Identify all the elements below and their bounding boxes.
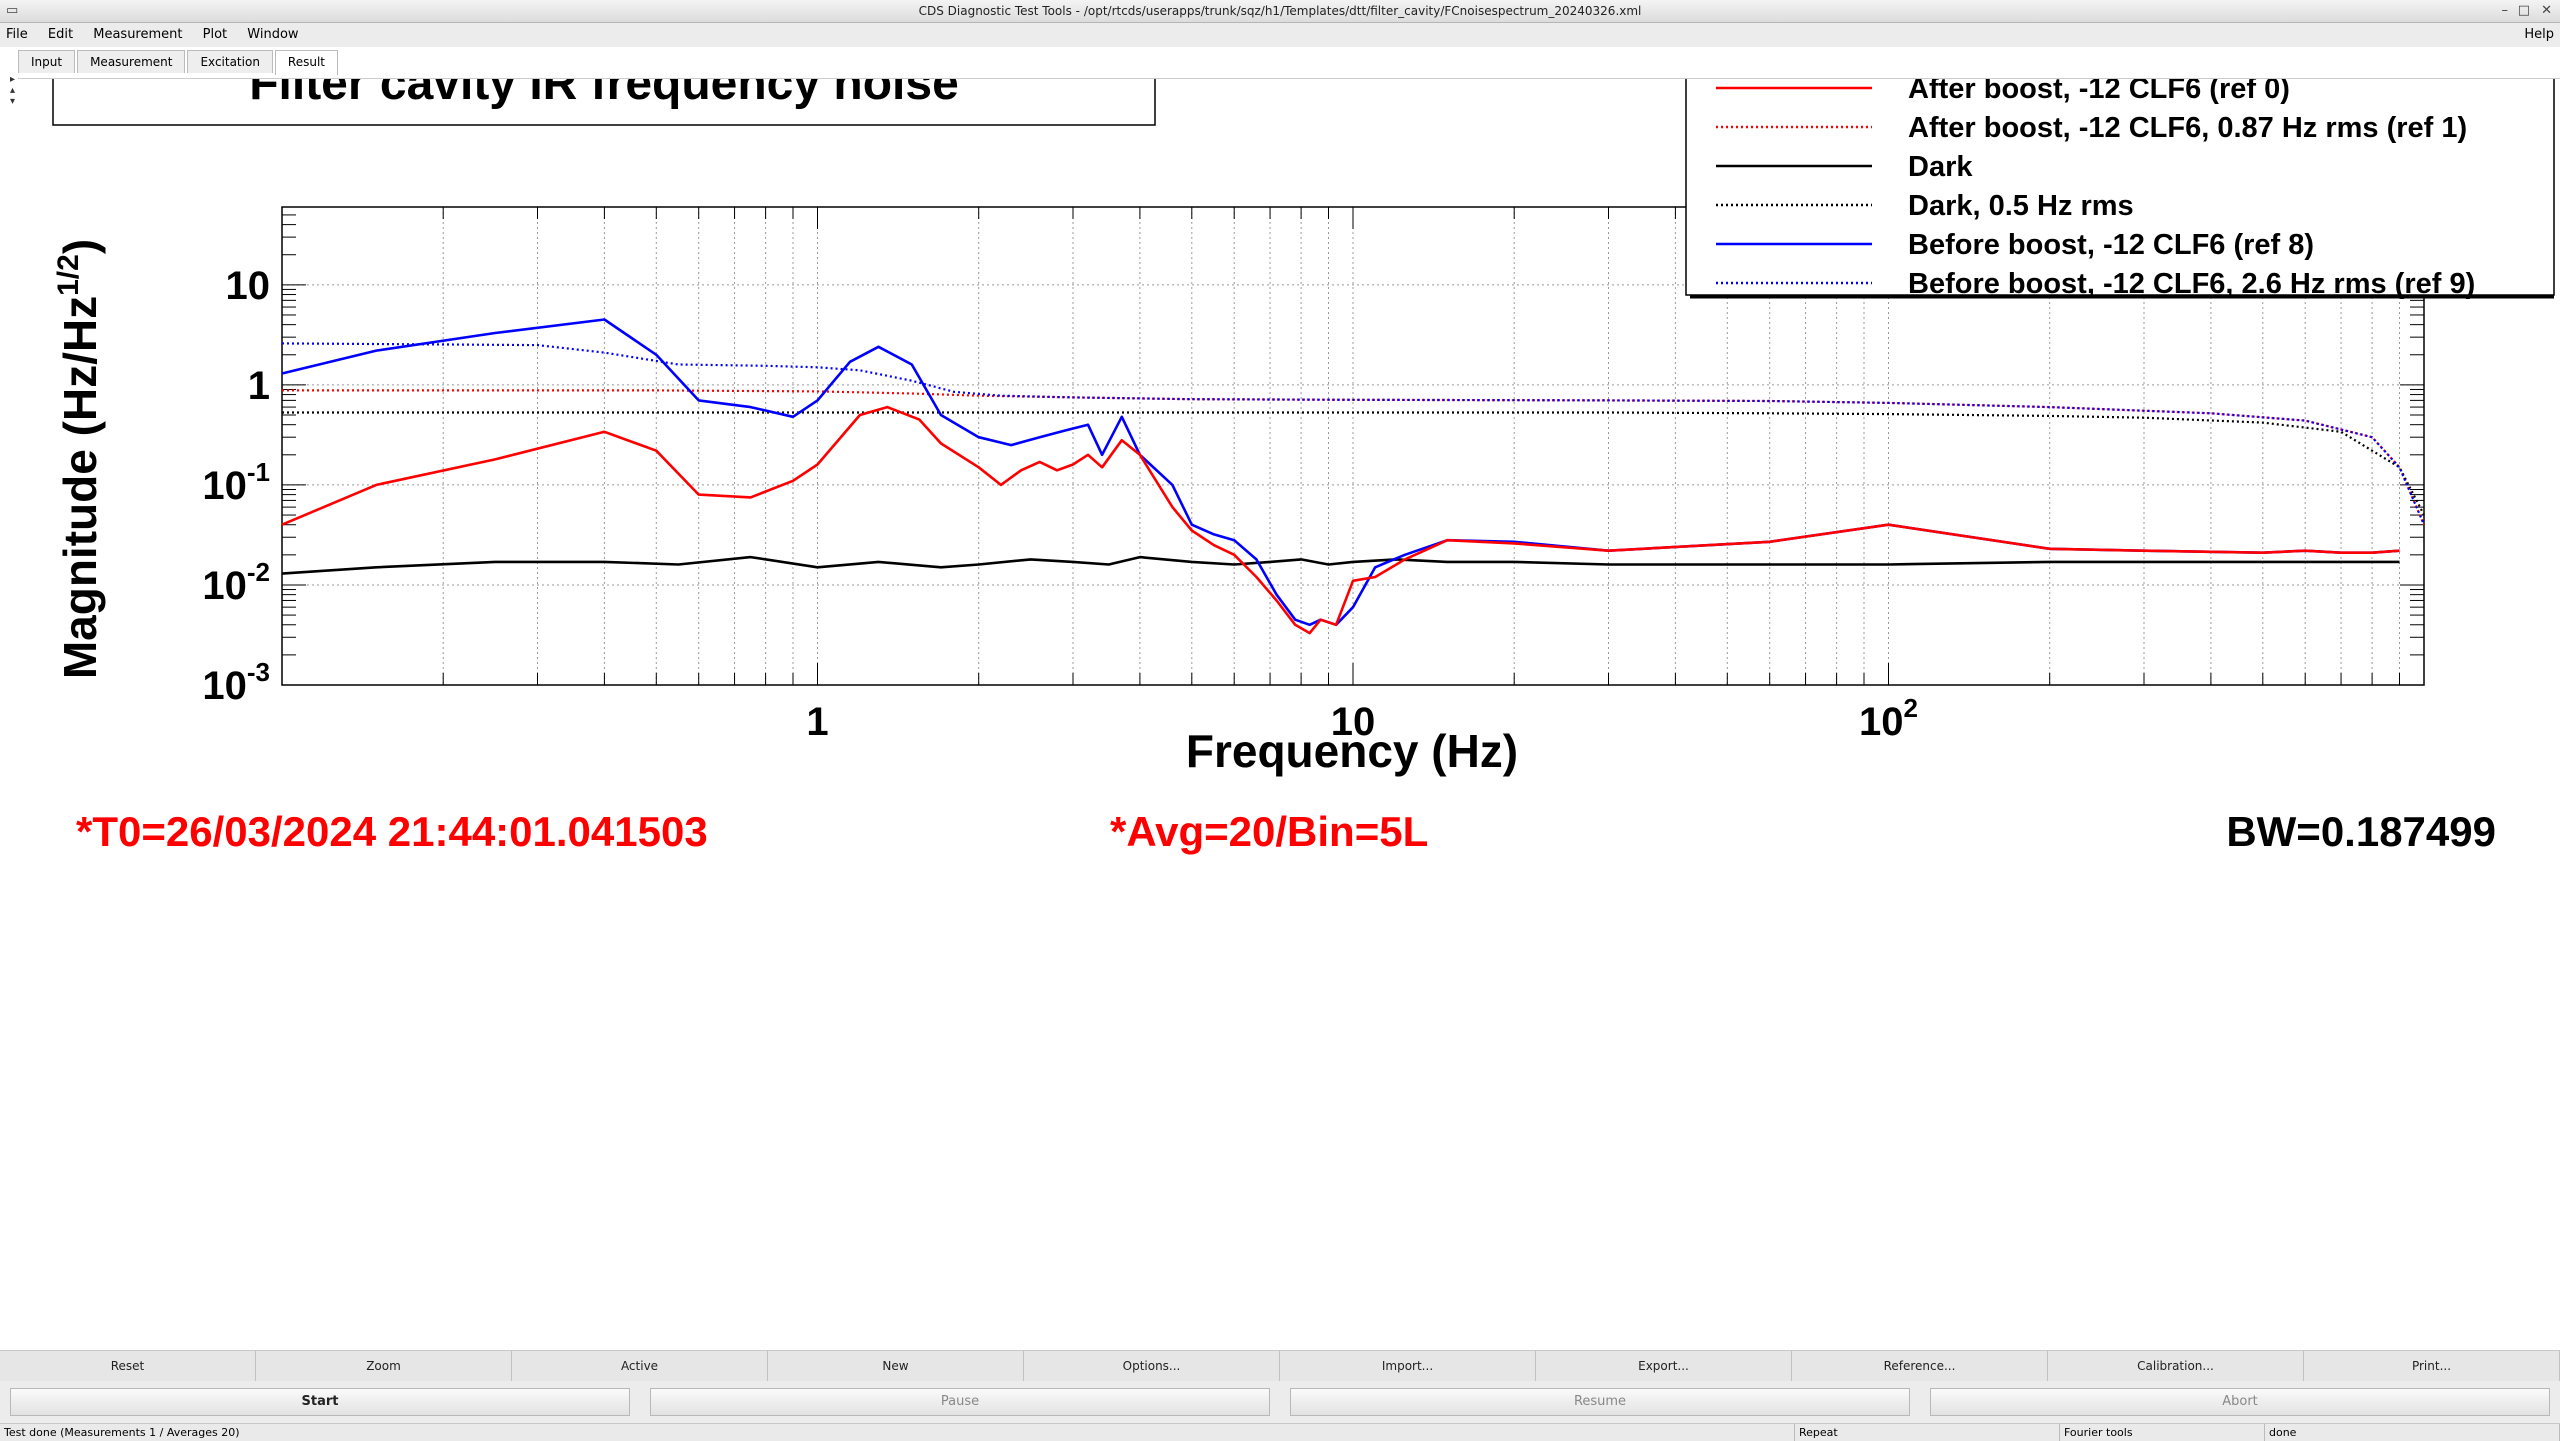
abort-button[interactable]: Abort: [1930, 1388, 2550, 1416]
new-button[interactable]: New: [768, 1351, 1024, 1381]
spectrum-chart[interactable]: 1 10 102 10-3 10-2 10-1 1 10 Filter cavity IR f…: [18, 79, 2560, 1351]
print-button[interactable]: Print...: [2304, 1351, 2560, 1381]
series-line: [282, 411, 2425, 516]
plot-pad[interactable]: 1 10 102 10-3 10-2 10-1 1 10 Filter cavity IR f…: [18, 78, 2560, 1351]
resume-button[interactable]: Resume: [1290, 1388, 1910, 1416]
series-line: [281, 405, 2400, 635]
menu-edit[interactable]: Edit: [47, 27, 74, 42]
maximize-icon[interactable]: □: [2517, 3, 2530, 18]
tab-measurement[interactable]: Measurement: [77, 50, 186, 73]
series-line: [281, 555, 2400, 575]
y-tick-label: 10-1: [202, 457, 270, 508]
arrow-right-icon[interactable]: ▸: [10, 74, 16, 85]
status-mode: Fourier tools: [2060, 1424, 2265, 1441]
y-axis-label: Magnitude (Hz/Hz1/2): [52, 239, 106, 679]
status-state: done: [2265, 1424, 2560, 1441]
menu-plot[interactable]: Plot: [202, 27, 228, 42]
control-row: Start Pause Resume Abort: [0, 1381, 2560, 1423]
menu-measurement[interactable]: Measurement: [93, 27, 183, 42]
calibration-button[interactable]: Calibration...: [2048, 1351, 2304, 1381]
status-message: Test done (Measurements 1 / Averages 20): [0, 1424, 1795, 1441]
chart-tick-labels: 1 10 102 10-3 10-2 10-1 1 10: [202, 264, 1918, 744]
legend-label: Dark: [1908, 151, 1973, 183]
close-icon[interactable]: ✕: [2541, 3, 2552, 18]
legend-label: Before boost, -12 CLF6, 2.6 Hz rms (ref …: [1908, 268, 2475, 300]
chart-title: Filter cavity IR frequency noise: [249, 79, 959, 110]
reference-button[interactable]: Reference...: [1792, 1351, 2048, 1381]
pause-button[interactable]: Pause: [650, 1388, 1270, 1416]
t0-annotation: *T0=26/03/2024 21:44:01.041503: [76, 808, 708, 855]
zoom-button[interactable]: Zoom: [256, 1351, 512, 1381]
window-title: CDS Diagnostic Test Tools - /opt/rtcds/u…: [918, 4, 1642, 18]
chart-series: [281, 318, 2426, 635]
avg-annotation: *Avg=20/Bin=5L: [1110, 808, 1428, 855]
x-axis-label: Frequency (Hz): [1186, 725, 1518, 777]
status-bar: Test done (Measurements 1 / Averages 20)…: [0, 1423, 2560, 1441]
window-menu-icon[interactable]: ▭: [6, 3, 19, 18]
y-tick-label: 10: [226, 264, 271, 308]
x-tick-label: 10: [1331, 700, 1376, 744]
status-repeat: Repeat: [1795, 1424, 2060, 1441]
tab-input[interactable]: Input: [18, 50, 76, 73]
legend-label: Dark, 0.5 Hz rms: [1908, 190, 2134, 222]
options-button[interactable]: Options...: [1024, 1351, 1280, 1381]
side-scroll: ▸ ▴ ▾: [10, 74, 24, 114]
reset-button[interactable]: Reset: [0, 1351, 256, 1381]
tab-result[interactable]: Result: [274, 50, 338, 75]
arrow-up-icon[interactable]: ▴: [10, 85, 16, 96]
x-tick-label: 102: [1859, 693, 1918, 744]
active-button[interactable]: Active: [512, 1351, 768, 1381]
start-button[interactable]: Start: [10, 1388, 630, 1416]
legend-label: Before boost, -12 CLF6 (ref 8): [1908, 229, 2314, 261]
menubar: File Edit Measurement Plot Window Help: [0, 23, 2560, 47]
plot-button-row: Reset Zoom Active New Options... Import.…: [0, 1350, 2560, 1381]
series-line: [281, 342, 2426, 526]
legend-label: After boost, -12 CLF6 (ref 0): [1908, 79, 2290, 105]
chart-title-box: [52, 79, 1156, 126]
export-button[interactable]: Export...: [1536, 1351, 1792, 1381]
tab-bar: Input Measurement Excitation Result: [18, 50, 340, 75]
arrow-down-icon[interactable]: ▾: [10, 96, 16, 107]
import-button[interactable]: Import...: [1280, 1351, 1536, 1381]
menu-window[interactable]: Window: [247, 27, 299, 42]
series-line: [281, 318, 2400, 627]
x-tick-label: 1: [806, 700, 828, 744]
window-titlebar: CDS Diagnostic Test Tools - /opt/rtcds/u…: [0, 0, 2560, 23]
menu-help[interactable]: Help: [2524, 27, 2554, 42]
tab-excitation[interactable]: Excitation: [187, 50, 273, 73]
y-tick-label: 1: [248, 364, 270, 408]
menu-file[interactable]: File: [6, 27, 28, 42]
bw-annotation: BW=0.187499: [2226, 808, 2496, 855]
y-tick-label: 10-2: [202, 557, 270, 608]
chart-legend: After boost, -12 CLF6 (ref 0) After boost…: [1685, 79, 2555, 300]
legend-box: [1685, 79, 2555, 296]
y-tick-label: 10-3: [202, 657, 270, 708]
legend-label: After boost, -12 CLF6, 0.87 Hz rms (ref …: [1908, 112, 2467, 144]
minimize-icon[interactable]: –: [2501, 3, 2509, 18]
